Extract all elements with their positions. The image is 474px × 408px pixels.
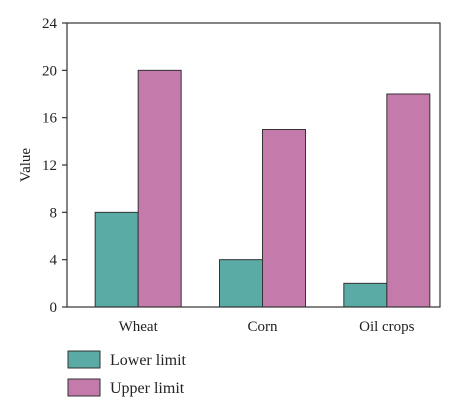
legend: Lower limit Upper limit: [67, 350, 187, 397]
bar-wheat-lower-limit: [94, 211, 139, 308]
bar-corn-upper-limit: [262, 129, 306, 308]
x-axis: Wheat Corn Oil crops: [119, 319, 415, 335]
y-axis-label: Value: [18, 148, 34, 182]
y-tick-label: 4: [50, 253, 58, 269]
y-tick-label: 12: [42, 158, 57, 174]
legend-label: Lower limit: [110, 352, 187, 369]
x-tick-label: Wheat: [119, 319, 159, 335]
y-tick-label: 16: [42, 111, 58, 127]
bar-corn-lower-limit: [219, 259, 263, 308]
x-tick-label: Corn: [248, 319, 279, 335]
legend-swatch: [67, 378, 101, 397]
bar-wheat-upper-limit: [137, 69, 182, 308]
y-axis: 0 4 8 12 16 20 24: [42, 16, 67, 316]
plot-area-frame: [66, 22, 441, 308]
x-tick-label: Oil crops: [359, 319, 415, 335]
y-tick-label: 24: [42, 16, 58, 32]
y-tick-label: 20: [42, 63, 57, 79]
y-tick-label: 0: [50, 300, 58, 316]
y-tick-label: 8: [50, 205, 58, 221]
legend-swatch: [67, 350, 101, 369]
legend-label: Upper limit: [110, 380, 185, 397]
bar-oil-crops-lower-limit: [343, 282, 388, 308]
bar-oil-crops-upper-limit: [386, 93, 431, 308]
bars: [94, 69, 431, 308]
